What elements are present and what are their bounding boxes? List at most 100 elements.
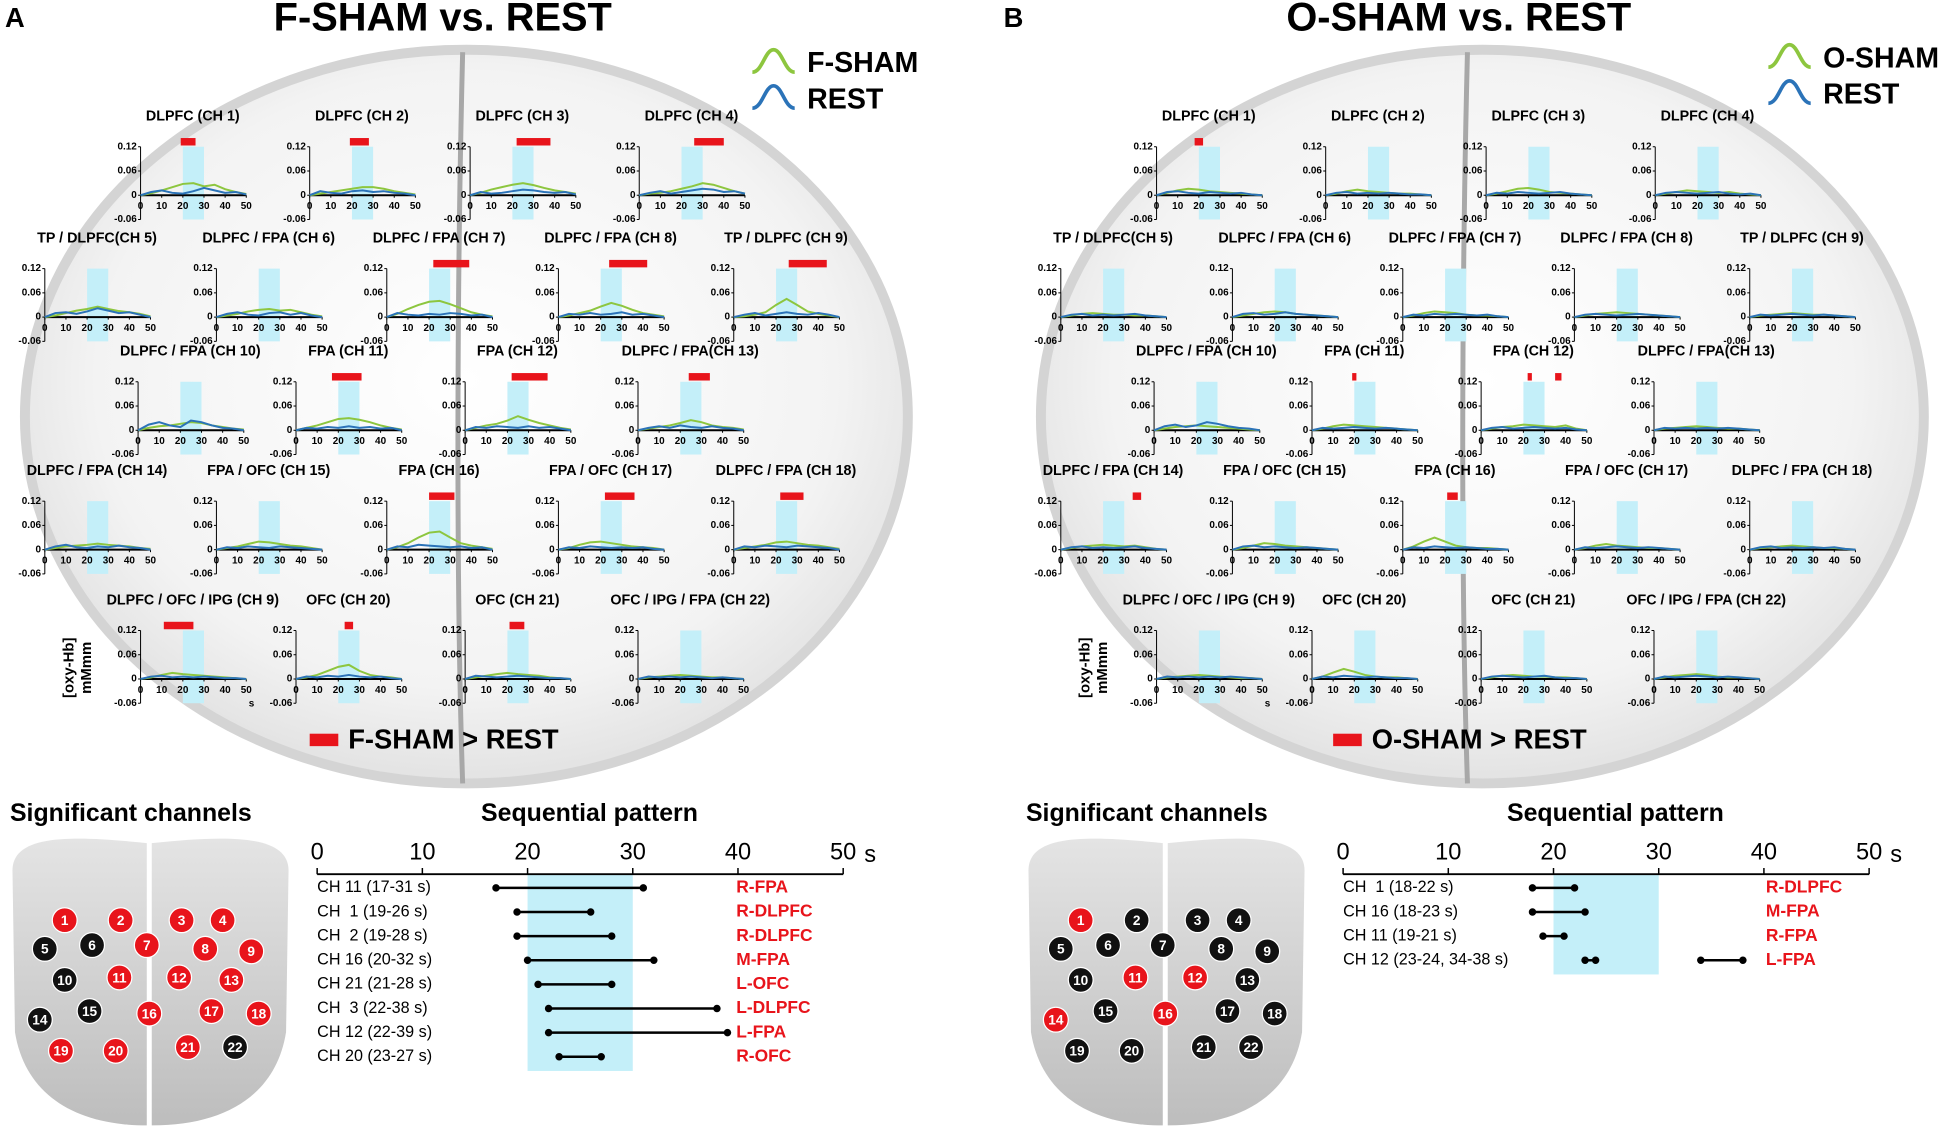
x-tick-label: 20: [1786, 323, 1798, 334]
rest-curve: [1574, 312, 1681, 319]
x-tick-label: 30: [616, 555, 628, 566]
y-tick-label: -0.06: [1628, 449, 1651, 460]
rest-curve: [558, 545, 665, 551]
x-tick-label: 30: [1646, 839, 1672, 865]
x-tick-label: 50: [1333, 323, 1345, 334]
channel-plot: TP / DLPFC(CH 5)0.120.060-0.060 10 20 30 40 5…: [1034, 231, 1173, 347]
channel-dot: [1225, 907, 1252, 934]
y-tick-label: -0.06: [1548, 569, 1571, 580]
rest-curve: [637, 424, 744, 432]
x-tick-label: 0: [214, 323, 220, 334]
channel-plot: OFC / IPG / FPA (CH 22)0.120.060-0.060 10…: [1626, 592, 1786, 708]
y-tick-label: 0: [36, 312, 42, 323]
y-tick-label: 0: [549, 544, 555, 555]
y-tick-label: -0.06: [1206, 569, 1229, 580]
y-tick-label: 0: [1740, 544, 1746, 555]
x-tick-label: 10: [749, 323, 761, 334]
y-tick-label: -0.06: [190, 569, 213, 580]
interval-start: [1697, 956, 1705, 965]
y-tick-label: 0: [1645, 425, 1651, 436]
y-tick-label: 0.12: [1551, 263, 1571, 274]
channel-dot: [1238, 1034, 1265, 1061]
x-tick-label: 20: [676, 201, 688, 212]
sham-curve: [639, 182, 746, 197]
channel-plot: DLPFC / FPA (CH 6)0.120.060-0.060 10 20 30 4…: [190, 231, 335, 347]
x-tick-label: 40: [1829, 323, 1841, 334]
shade: [680, 381, 702, 455]
row-region: R-FPA: [1766, 925, 1818, 945]
sig-bar: [331, 373, 362, 381]
x-tick-label: 30: [696, 685, 708, 696]
x-tick-label: 0: [731, 555, 737, 566]
x-tick-label: 50: [145, 555, 157, 566]
x-tick-label: 0: [311, 839, 324, 865]
y-tick-label: 0.06: [1632, 166, 1652, 177]
x-tick-label: 10: [1172, 685, 1184, 696]
shade: [180, 381, 202, 455]
channel-plot: FPA (CH 16)0.120.060-0.060 10 20 30 40 50: [1376, 463, 1514, 579]
x-tick-label: 10: [402, 323, 414, 334]
rest-curve: [44, 307, 151, 319]
x-tick-label: 40: [1311, 555, 1323, 566]
channel-title: OFC (CH 20): [1322, 592, 1406, 608]
x-tick-label: 0: [1151, 436, 1157, 447]
sig-bar: [1555, 373, 1562, 381]
channel-plot: DLPFC (CH 3)0.120.060-0.060 10 20 30 40 50: [1460, 109, 1598, 225]
channel-dot: [245, 1000, 272, 1027]
channel-plot: DLPFC / FPA (CH 6)0.120.060-0.060 10 20 30 4…: [1206, 231, 1351, 347]
channel-number: 7: [1159, 938, 1167, 953]
y-tick-label: -0.06: [1548, 336, 1571, 347]
channel-number: 18: [1267, 1006, 1283, 1021]
y-tick-label: 0: [630, 190, 636, 201]
y-tick-label: 0.06: [364, 287, 384, 298]
x-tick-label: 20: [1362, 201, 1374, 212]
channel-number: 15: [1098, 1004, 1114, 1019]
sig-bar: [344, 621, 354, 630]
y-tick-label: 0.06: [1131, 401, 1151, 412]
channel-dot: [1118, 1037, 1145, 1064]
rest-curve: [1749, 545, 1856, 551]
rest-curve: [137, 419, 244, 432]
x-tick-label: 0: [1400, 323, 1406, 334]
channel-title: DLPFC / FPA (CH 14): [1043, 463, 1184, 479]
y-tick-label: -0.06: [1455, 698, 1478, 709]
x-tick-label: 20: [1269, 555, 1281, 566]
y-tick-label: 0.06: [447, 166, 467, 177]
shade: [1445, 268, 1467, 342]
y-tick-label: 0.12: [1303, 141, 1323, 152]
channel-dot: [166, 964, 193, 991]
x-tick-label: 0: [138, 201, 144, 212]
x-tick-label: 10: [574, 555, 586, 566]
channel-dot: [1047, 935, 1074, 962]
rest-curve: [44, 543, 151, 551]
sig-legend-swatch: [1333, 733, 1362, 747]
channel-title: DLPFC / FPA (CH 7): [1389, 231, 1522, 247]
legend-label: REST: [807, 83, 884, 115]
channel-title: DLPFC / FPA (CH 6): [202, 231, 335, 247]
shade: [182, 630, 204, 704]
rest-curve: [1402, 545, 1509, 551]
channel-plot: DLPFC / FPA (CH 8)0.120.060-0.060 10 20 30 4…: [1548, 231, 1693, 347]
x-tick-label: 20: [82, 323, 94, 334]
channel-number: 21: [1196, 1040, 1212, 1055]
channel-plot: DLPFC (CH 2)0.120.060-0.060 10 20 30 40 50: [1299, 109, 1437, 225]
channel-dot: [51, 907, 78, 934]
fissure: [1460, 52, 1470, 784]
channel-dot: [1184, 907, 1211, 934]
channel-title: OFC (CH 21): [1491, 592, 1575, 608]
x-tick-label: 10: [60, 555, 72, 566]
x-tick-label: 20: [1349, 436, 1361, 447]
x-tick-label: 20: [1611, 323, 1623, 334]
channel-plot: FPA (CH 12)0.120.060-0.060 10 20 30 40 50: [439, 344, 577, 460]
y-tick-label: 0: [724, 544, 730, 555]
x-tick-label: 50: [317, 555, 329, 566]
interval-end: [597, 1053, 605, 1061]
channel-title: OFC (CH 20): [306, 592, 390, 608]
channel-dot: [192, 935, 219, 962]
channel-plot: OFC (CH 21)0.120.060-0.060 10 20 30 40 50: [439, 592, 577, 708]
x-tick-label: 50: [1503, 323, 1515, 334]
sig-legend-label: F-SHAM > REST: [348, 723, 559, 754]
section-title: Significant channels: [1026, 799, 1268, 827]
x-tick-label: 40: [717, 685, 729, 696]
x-tick-label: 20: [253, 323, 265, 334]
